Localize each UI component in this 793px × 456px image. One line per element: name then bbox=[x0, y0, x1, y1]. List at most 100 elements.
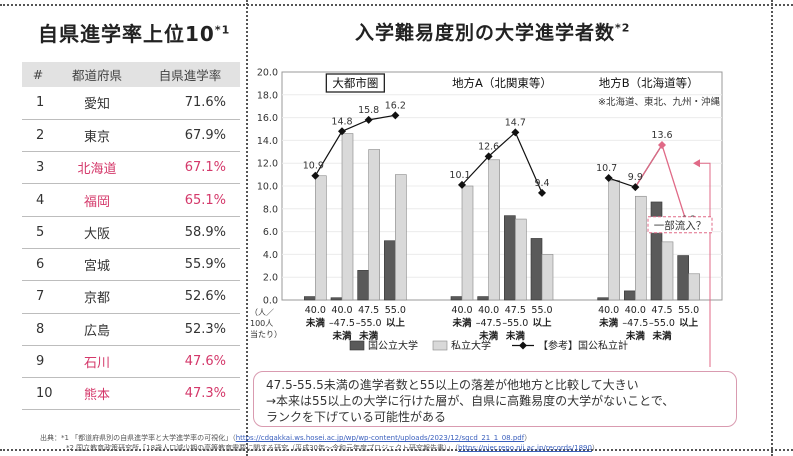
header-prefecture: 都道府県 bbox=[54, 62, 140, 87]
source-link-2[interactable]: https://nier.repo.nii.ac.jp/records/1890 bbox=[458, 444, 592, 452]
x-tick-label: 以上 bbox=[679, 317, 699, 329]
header-rank: # bbox=[22, 62, 54, 87]
total-marker bbox=[458, 180, 466, 189]
rank-cell: 10 bbox=[22, 377, 54, 411]
y-tick-label: 18.0 bbox=[257, 90, 278, 101]
private-bar bbox=[341, 133, 354, 301]
total-value-label: 16.2 bbox=[385, 100, 406, 111]
source-prefix: 出典： bbox=[40, 434, 61, 442]
legend-label: 【参考】国公私立計 bbox=[538, 339, 628, 352]
y-tick-label: 10.0 bbox=[257, 182, 278, 193]
public-bar bbox=[597, 297, 609, 301]
ranking-row: 10 熊本 47.3% bbox=[22, 377, 240, 411]
rate-cell: 67.9% bbox=[140, 119, 240, 153]
rank-cell: 8 bbox=[22, 313, 54, 346]
ranking-table: # 都道府県 自県進学率 1 愛知 71.6% 2 東京 67.9% 3 北海道 67.1% 4 福… bbox=[22, 62, 240, 411]
ranking-title: 自県進学率上位10*1 bbox=[38, 22, 231, 46]
group-label-box bbox=[325, 73, 385, 93]
rank-cell: 1 bbox=[22, 87, 54, 120]
public-bar bbox=[304, 296, 316, 301]
x-tick-label: 以上 bbox=[532, 317, 552, 329]
public-bar bbox=[450, 296, 463, 301]
x-tick-label: 未満 bbox=[305, 317, 326, 329]
x-tick-label: 未満 bbox=[505, 330, 526, 342]
total-marker bbox=[511, 128, 520, 137]
total-value-label: 14.7 bbox=[505, 117, 526, 128]
prefecture-cell: 石川 bbox=[54, 345, 140, 379]
x-tick-label: 未満 bbox=[331, 330, 352, 342]
x-tick-label: 55.0 bbox=[385, 305, 406, 316]
annotation-label: 一部流入？ bbox=[654, 219, 707, 232]
legend-swatch-private bbox=[432, 340, 448, 351]
y-tick-label: 16.0 bbox=[257, 113, 278, 124]
public-bar bbox=[624, 290, 636, 301]
rate-cell: 52.6% bbox=[140, 280, 240, 314]
y-tick-label: 8.0 bbox=[263, 204, 278, 215]
private-bar bbox=[541, 254, 554, 301]
total-marker bbox=[364, 115, 373, 124]
prefecture-cell: 大阪 bbox=[54, 216, 140, 249]
x-tick-label: 47.5 bbox=[651, 305, 672, 316]
ranking-header-row: # 都道府県 自県進学率 bbox=[22, 62, 240, 87]
public-bar bbox=[357, 270, 369, 301]
prefecture-cell: 北海道 bbox=[54, 151, 140, 185]
rate-cell: 67.1% bbox=[140, 151, 240, 185]
x-tick-label: 未満 bbox=[625, 330, 646, 342]
y-tick-label: 2.0 bbox=[263, 273, 278, 284]
y-tick-label: 20.0 bbox=[257, 68, 278, 79]
y-unit-label: （人／ bbox=[250, 308, 274, 317]
private-bar bbox=[488, 159, 500, 301]
region-note: ※北海道、東北、九州・沖縄 bbox=[598, 96, 720, 108]
x-tick-label: –55.0 bbox=[356, 318, 382, 329]
source-ref-1: *1 「都道府県別の自県進学率と大学進学率の可視化」 bbox=[61, 434, 233, 442]
public-bar bbox=[477, 296, 489, 301]
x-tick-label: 47.5 bbox=[358, 305, 379, 316]
total-value-label: 12.6 bbox=[478, 141, 499, 152]
total-marker bbox=[391, 111, 400, 120]
annotation-arrowhead bbox=[693, 159, 700, 168]
rank-cell: 6 bbox=[22, 248, 54, 282]
x-tick-label: 47.5 bbox=[505, 305, 526, 316]
x-tick-label: 55.0 bbox=[678, 305, 699, 316]
private-bar bbox=[608, 180, 620, 301]
prefecture-cell: 東京 bbox=[54, 119, 140, 153]
x-tick-label: 未満 bbox=[598, 317, 619, 329]
x-tick-label: 40.0 bbox=[305, 305, 326, 316]
ranking-row: 7 京都 52.6% bbox=[22, 280, 240, 314]
insight-line: ランクを下げている可能性がある bbox=[266, 410, 447, 424]
y-tick-label: 12.0 bbox=[257, 159, 278, 170]
public-bar bbox=[504, 215, 516, 301]
private-bar bbox=[688, 273, 700, 301]
total-value-label: 10.7 bbox=[596, 163, 617, 174]
group-label: 地方A（北関東等） bbox=[452, 76, 552, 90]
rate-cell: 47.6% bbox=[140, 345, 240, 379]
legend-swatch-public bbox=[349, 340, 365, 351]
dotted-guide-right bbox=[771, 0, 773, 456]
dotted-guide-bottom bbox=[0, 449, 793, 451]
rate-cell: 58.9% bbox=[140, 216, 240, 249]
x-tick-label: 未満 bbox=[651, 330, 672, 342]
enrollment-chart: 0.0 2.0 4.0 6.0 8.0 10.0 12.0 14.0 16.0 18.0 20.0 （… bbox=[250, 68, 723, 367]
source-link-1[interactable]: https://cdgakkai.ws.hosei.ac.jp/wp/wp-co… bbox=[235, 434, 525, 442]
prefecture-cell: 福岡 bbox=[54, 183, 140, 217]
total-marker bbox=[484, 152, 493, 161]
insight-note: 47.5-55.5未満の進学者数と55以上の落差が他地方と比較して大きい →本来… bbox=[253, 371, 737, 427]
x-tick-label: 55.0 bbox=[531, 305, 552, 316]
x-tick-label: 40.0 bbox=[478, 305, 499, 316]
annotation-connector bbox=[700, 162, 711, 367]
legend-marker-total bbox=[519, 341, 527, 350]
public-bar bbox=[330, 297, 343, 301]
total-value-label: 13.6 bbox=[651, 130, 672, 141]
total-marker bbox=[538, 188, 546, 197]
total-marker bbox=[631, 183, 640, 192]
ranking-row: 8 広島 52.3% bbox=[22, 313, 240, 346]
rank-cell: 5 bbox=[22, 216, 54, 249]
rate-cell: 52.3% bbox=[140, 313, 240, 346]
x-tick-label: –47.5 bbox=[329, 318, 355, 329]
rank-cell: 2 bbox=[22, 119, 54, 153]
rank-cell: 7 bbox=[22, 280, 54, 314]
private-bar bbox=[515, 218, 527, 301]
x-tick-label: –47.5 bbox=[476, 318, 502, 329]
public-bar bbox=[384, 240, 396, 301]
group-label: 地方B（北海道等） bbox=[599, 76, 699, 90]
